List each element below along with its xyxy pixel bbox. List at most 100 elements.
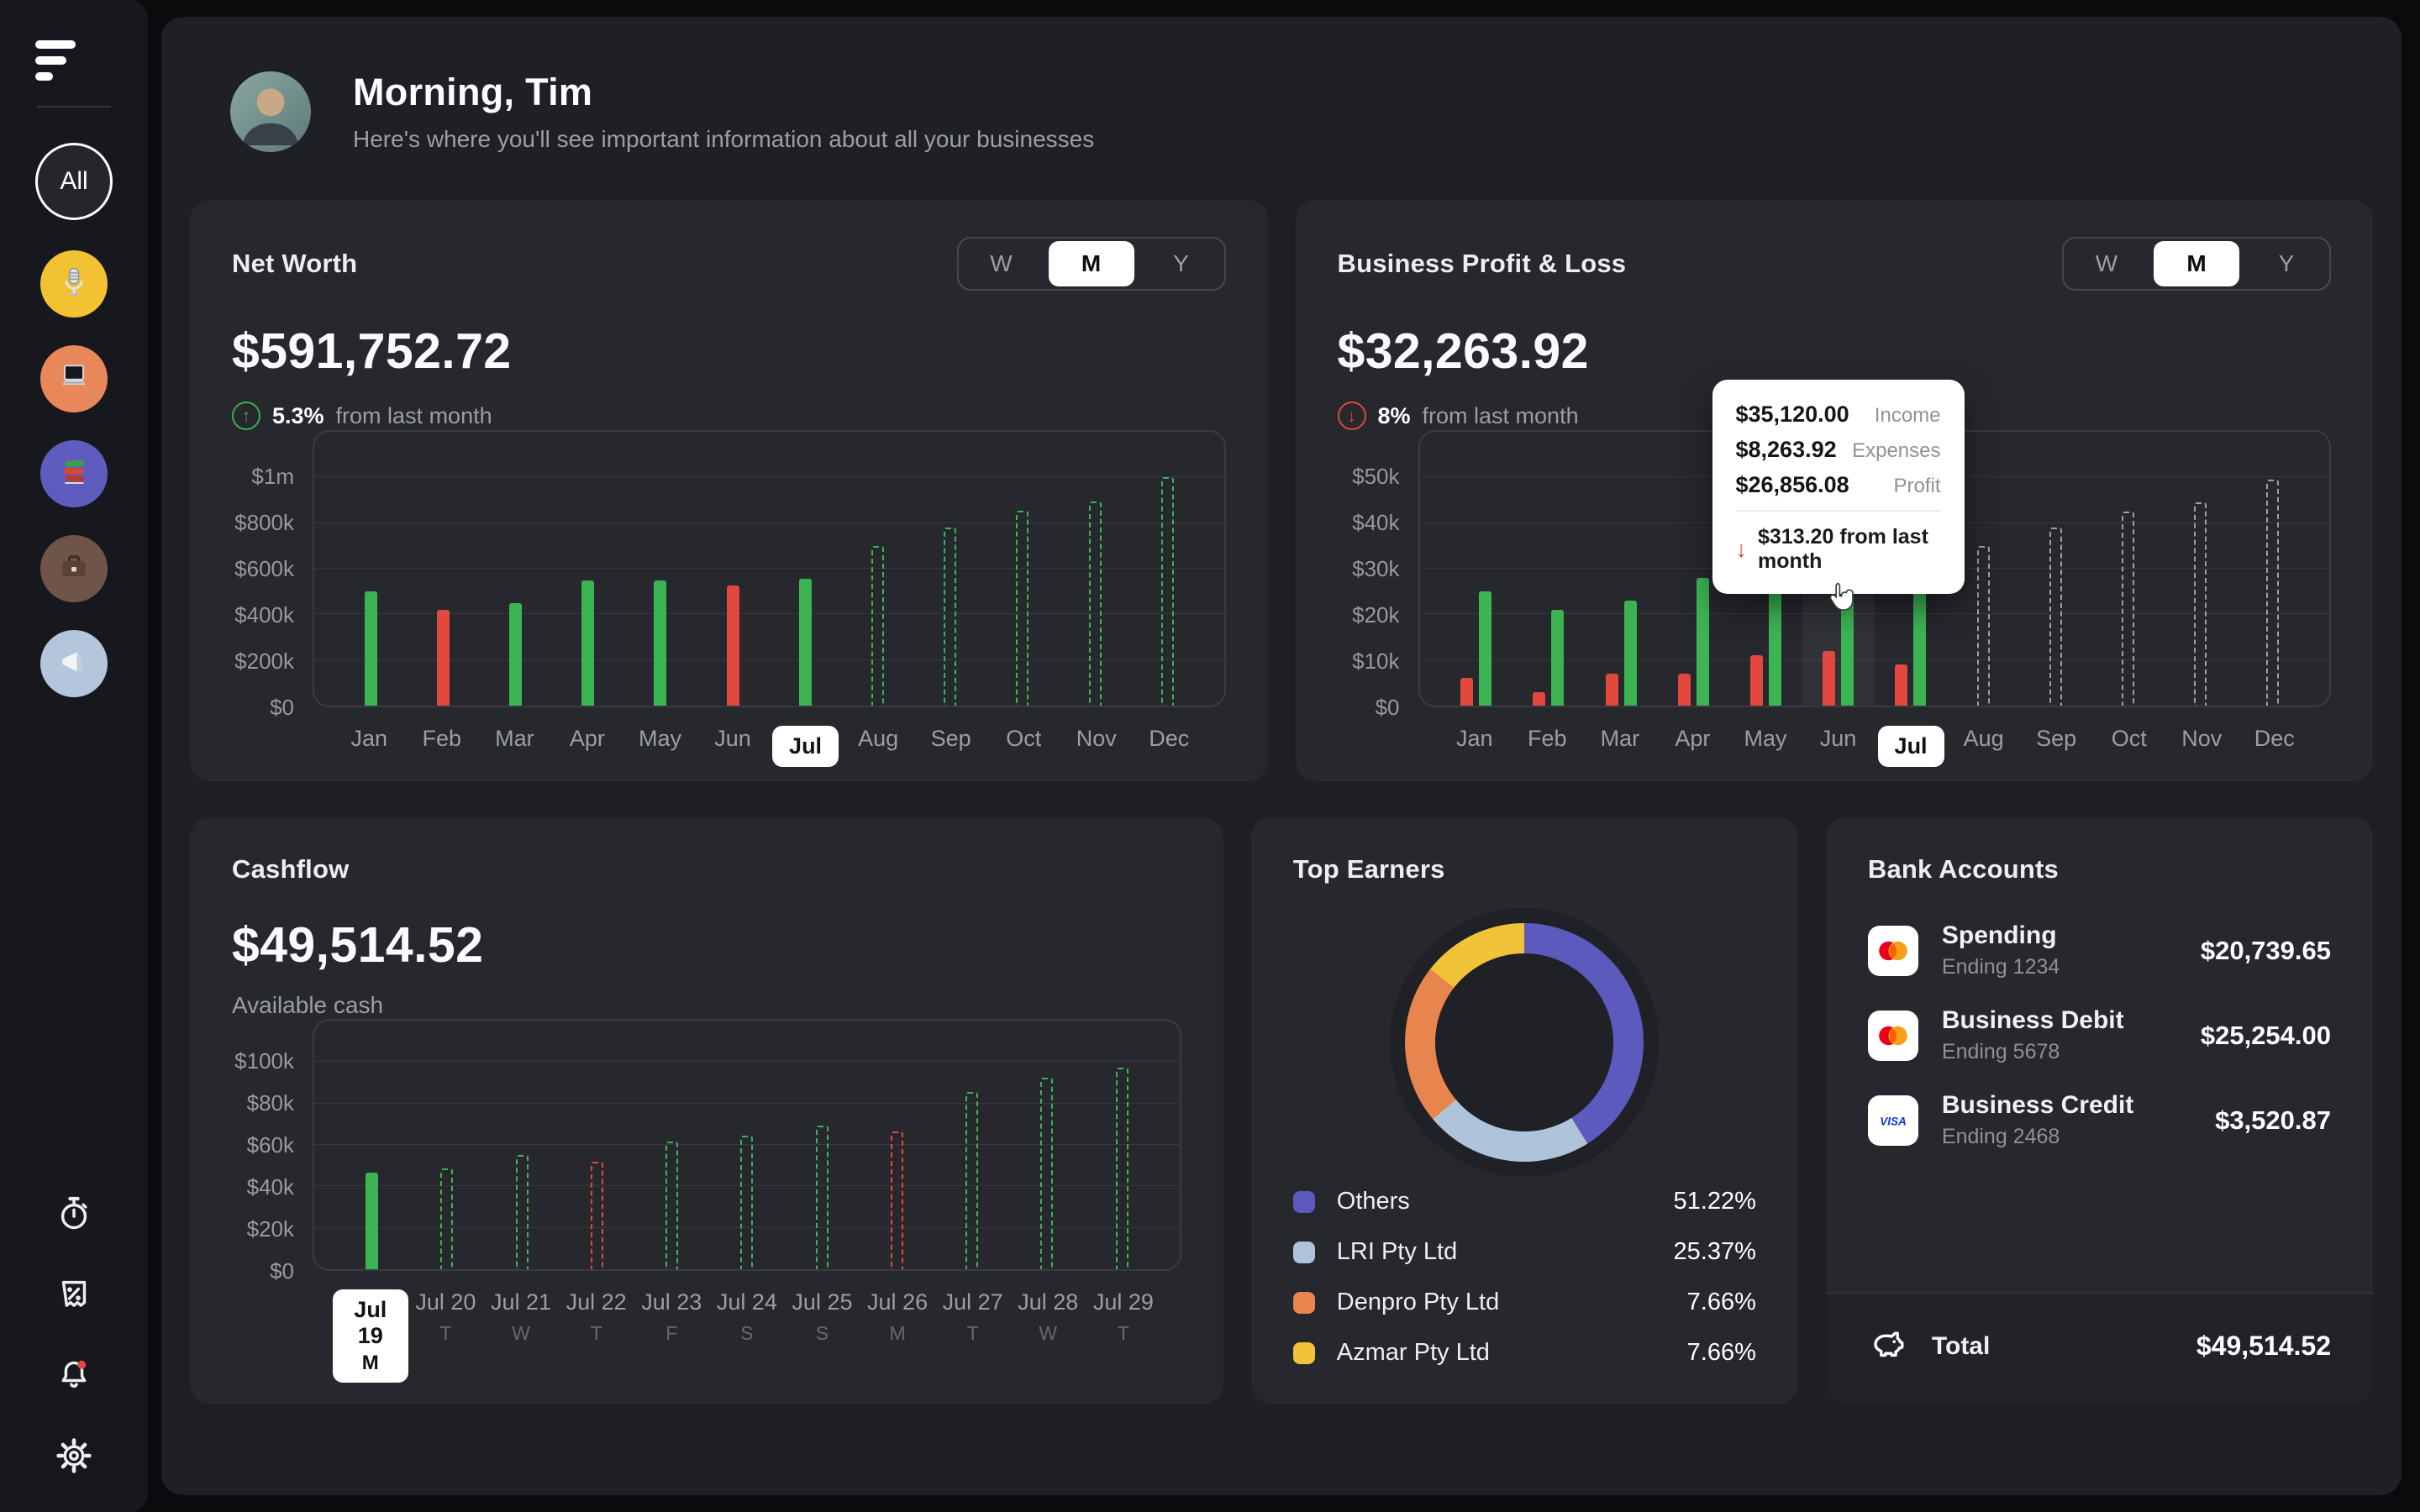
- chart-column-sep[interactable]: [914, 432, 986, 706]
- chart-column-may[interactable]: [624, 432, 697, 706]
- x-axis-label-may[interactable]: May: [1744, 726, 1787, 751]
- x-axis-label-oct[interactable]: Oct: [2111, 726, 2147, 751]
- x-axis-label-jun[interactable]: Jun: [714, 726, 751, 751]
- account-row-spending[interactable]: Spending Ending 1234 $20,739.65: [1867, 921, 2331, 979]
- sidebar-item-business-books[interactable]: [40, 440, 108, 507]
- x-axis-label-jul-19[interactable]: Jul 19 M: [333, 1289, 408, 1383]
- x-axis-label-jul-25[interactable]: Jul 25 S: [792, 1289, 853, 1344]
- timer-icon[interactable]: [55, 1194, 93, 1233]
- x-axis-label-jul-24[interactable]: Jul 24 S: [716, 1289, 777, 1344]
- x-axis-label-apr[interactable]: Apr: [1675, 726, 1711, 751]
- x-axis-label-jul-28[interactable]: Jul 28 W: [1018, 1289, 1079, 1344]
- pnl-value: $32,263.92: [1337, 323, 1589, 379]
- x-axis-label-dec[interactable]: Dec: [2254, 726, 2295, 751]
- sidebar-item-all-businesses[interactable]: All: [35, 143, 113, 220]
- x-axis-label-jul-20[interactable]: Jul 20 T: [415, 1289, 476, 1344]
- chart-column-dec[interactable]: [2237, 432, 2309, 706]
- x-axis-label-jul[interactable]: Jul: [1875, 726, 1948, 767]
- x-axis-label-jul-22[interactable]: Jul 22 T: [566, 1289, 627, 1344]
- x-axis-label-sep[interactable]: Sep: [930, 726, 971, 751]
- chart-column-jan[interactable]: [1440, 432, 1512, 706]
- x-axis-label-mar[interactable]: Mar: [495, 726, 534, 751]
- chart-column-jan[interactable]: [334, 432, 407, 706]
- chart-column-sep[interactable]: [2019, 432, 2091, 706]
- chart-column-jul-21[interactable]: [485, 1021, 560, 1269]
- chart-column-jul-19[interactable]: [334, 1021, 409, 1269]
- chart-column-jul-29[interactable]: [1085, 1021, 1160, 1269]
- legend-item[interactable]: Others 51.22%: [1292, 1188, 1756, 1215]
- sidebar-item-business-marketing[interactable]: [40, 630, 108, 697]
- x-axis-label-nov[interactable]: Nov: [2181, 726, 2223, 751]
- x-axis-label-may[interactable]: May: [638, 726, 681, 751]
- settings-gear-icon[interactable]: [55, 1436, 93, 1475]
- notifications-bell-icon[interactable]: [55, 1356, 93, 1394]
- chart-column-aug[interactable]: [1947, 432, 2019, 706]
- x-axis-label-dec[interactable]: Dec: [1149, 726, 1190, 751]
- top-earners-donut-chart[interactable]: [1405, 923, 1644, 1162]
- chart-column-feb[interactable]: [1512, 432, 1585, 706]
- chart-column-jul-25[interactable]: [785, 1021, 860, 1269]
- x-axis-label-jan[interactable]: Jan: [350, 726, 388, 751]
- chart-column-nov[interactable]: [1059, 432, 1131, 706]
- chart-column-jul-24[interactable]: [709, 1021, 784, 1269]
- toggle-month-button[interactable]: M: [2154, 241, 2239, 286]
- sidebar-item-business-briefcase[interactable]: [40, 535, 108, 602]
- chart-column-jul-26[interactable]: [860, 1021, 934, 1269]
- x-axis-label-jun[interactable]: Jun: [1819, 726, 1857, 751]
- chart-column-jul-22[interactable]: [560, 1021, 634, 1269]
- gridline: [314, 613, 1224, 615]
- chart-column-oct[interactable]: [986, 432, 1059, 706]
- account-row-business-debit[interactable]: Business Debit Ending 5678 $25,254.00: [1867, 1006, 2331, 1064]
- x-axis-label-oct[interactable]: Oct: [1006, 726, 1042, 751]
- x-axis-label-jul-29[interactable]: Jul 29 T: [1092, 1289, 1154, 1344]
- x-axis-label-jul[interactable]: Jul: [769, 726, 842, 767]
- bar: [581, 580, 595, 706]
- chart-column-apr[interactable]: [552, 432, 624, 706]
- x-axis-label-sep[interactable]: Sep: [2036, 726, 2077, 751]
- x-axis-label-jan[interactable]: Jan: [1456, 726, 1493, 751]
- chart-column-feb[interactable]: [407, 432, 479, 706]
- legend-swatch: [1292, 1291, 1315, 1314]
- chart-column-oct[interactable]: [2091, 432, 2164, 706]
- sidebar-item-business-tech[interactable]: [40, 345, 108, 412]
- x-axis-label-jul-23[interactable]: Jul 23 F: [641, 1289, 702, 1344]
- x-axis-label-mar[interactable]: Mar: [1600, 726, 1640, 751]
- x-axis-label-jul-21[interactable]: Jul 21 W: [490, 1289, 552, 1344]
- sidebar-item-business-podcast[interactable]: [40, 250, 108, 318]
- bar: [1088, 501, 1102, 706]
- chart-column-jun[interactable]: [697, 432, 769, 706]
- chart-column-jul-28[interactable]: [1009, 1021, 1084, 1269]
- chart-column-dec[interactable]: [1131, 432, 1203, 706]
- receipt-percent-icon[interactable]: [55, 1275, 93, 1314]
- x-axis-label-aug[interactable]: Aug: [858, 726, 899, 751]
- chart-column-apr[interactable]: [1657, 432, 1729, 706]
- toggle-week-button[interactable]: W: [2064, 237, 2149, 291]
- chart-column-jul[interactable]: [1875, 432, 1947, 706]
- account-row-business-credit[interactable]: VISA Business Credit Ending 2468 $3,520.…: [1867, 1091, 2331, 1149]
- legend-item[interactable]: Azmar Pty Ltd 7.66%: [1292, 1339, 1756, 1367]
- toggle-year-button[interactable]: Y: [2244, 237, 2329, 291]
- chart-column-jul[interactable]: [769, 432, 841, 706]
- x-axis-label-nov[interactable]: Nov: [1076, 726, 1117, 751]
- x-axis-label-feb[interactable]: Feb: [1528, 726, 1567, 751]
- chart-column-aug[interactable]: [841, 432, 913, 706]
- chart-column-jul-27[interactable]: [934, 1021, 1009, 1269]
- chart-column-may[interactable]: [1729, 432, 1802, 706]
- x-axis-label-jul-27[interactable]: Jul 27 T: [942, 1289, 1003, 1344]
- x-axis-label-apr[interactable]: Apr: [569, 726, 605, 751]
- legend-item[interactable]: LRI Pty Ltd 25.37%: [1292, 1238, 1756, 1266]
- chart-column-jul-23[interactable]: [634, 1021, 709, 1269]
- chart-column-mar[interactable]: [479, 432, 551, 706]
- x-axis-label-jul-26[interactable]: Jul 26 M: [867, 1289, 929, 1344]
- chart-column-nov[interactable]: [2165, 432, 2237, 706]
- x-axis-label-aug[interactable]: Aug: [1963, 726, 2004, 751]
- chart-column-jul-20[interactable]: [409, 1021, 484, 1269]
- toggle-week-button[interactable]: W: [959, 237, 1044, 291]
- toggle-month-button[interactable]: M: [1048, 241, 1134, 286]
- chart-column-mar[interactable]: [1585, 432, 1657, 706]
- toggle-year-button[interactable]: Y: [1139, 237, 1224, 291]
- user-avatar[interactable]: [230, 71, 311, 152]
- x-axis-label-feb[interactable]: Feb: [422, 726, 462, 751]
- app-logo-icon[interactable]: [35, 40, 76, 81]
- legend-item[interactable]: Denpro Pty Ltd 7.66%: [1292, 1289, 1756, 1316]
